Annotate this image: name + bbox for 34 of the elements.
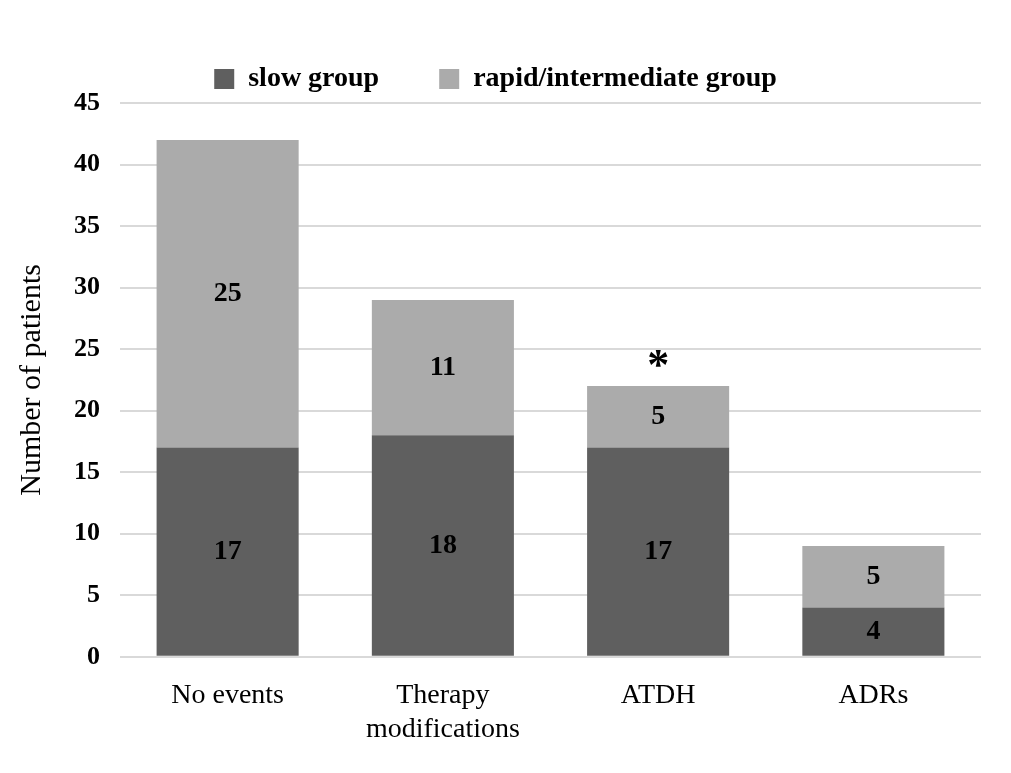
bar (802, 607, 945, 656)
bar (587, 447, 730, 656)
bar (156, 447, 299, 656)
data-label: 11 (429, 349, 457, 381)
x-tick-label: Therapy modifications (365, 677, 520, 743)
y-tick-label: 30 (74, 271, 100, 301)
y-tick-label: 10 (74, 517, 100, 547)
y-tick-label: 0 (87, 640, 100, 670)
legend-label: slow group (248, 61, 380, 93)
x-tick-label: ADRs (838, 677, 909, 709)
data-label: 17 (644, 533, 673, 565)
bar (371, 435, 514, 656)
y-axis-title: Number of patients (12, 264, 46, 496)
y-tick-label: 40 (74, 148, 100, 178)
data-label: 4 (866, 613, 881, 645)
y-tick-label: 45 (74, 86, 100, 116)
data-label: 5 (651, 399, 666, 431)
bar (802, 546, 945, 608)
data-label: 17 (213, 533, 242, 565)
y-tick-label: 20 (74, 394, 100, 424)
y-tick-label: 25 (74, 332, 100, 362)
x-tick-label: ATDH (620, 677, 696, 709)
x-tick-label: No events (171, 677, 285, 709)
y-tick-label: 5 (87, 578, 100, 608)
bar (587, 386, 730, 448)
data-label: 25 (213, 275, 242, 307)
data-label: 18 (428, 527, 457, 559)
bar (371, 299, 514, 436)
bar (156, 139, 299, 448)
y-tick-label: 15 (74, 455, 100, 485)
y-tick-label: 35 (74, 209, 100, 239)
annotation: * (647, 340, 670, 390)
legend-label: rapid/intermediate group (473, 61, 777, 93)
data-label: 5 (866, 559, 881, 591)
